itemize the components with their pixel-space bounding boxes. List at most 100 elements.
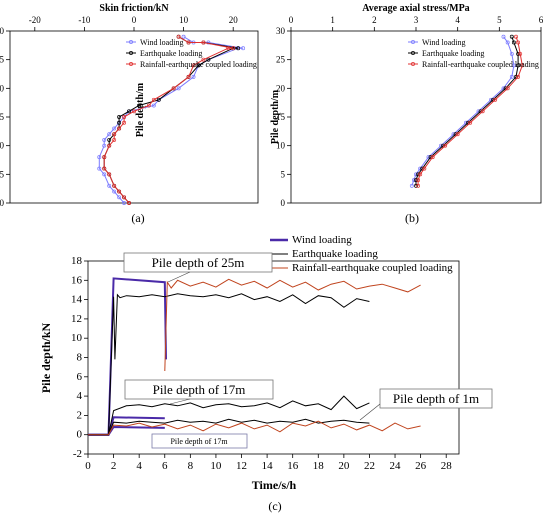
annotation-17m: Pile depth of 17m bbox=[124, 379, 274, 405]
annotation-17m-text: Pile depth of 17m bbox=[153, 382, 246, 397]
series-line-c-wind-loading-25m bbox=[88, 277, 167, 436]
panel-a-frame bbox=[9, 30, 259, 204]
data-point-a bbox=[107, 143, 112, 148]
panel-c-xtick-label: 24 bbox=[390, 460, 402, 472]
data-point-a bbox=[186, 74, 191, 79]
panel-b-ytick-label: 30 bbox=[276, 26, 286, 36]
panel-b-xtick-label: 4 bbox=[455, 15, 460, 25]
data-point-b bbox=[516, 74, 521, 79]
annotation-17m-box bbox=[124, 379, 274, 400]
legend-marker bbox=[129, 40, 133, 44]
data-point-a bbox=[102, 155, 107, 160]
data-point-a bbox=[201, 57, 206, 62]
series-line-c-earthquake-loading-17m bbox=[88, 395, 370, 436]
panel-a-xtick-label: -10 bbox=[78, 15, 90, 25]
data-point-b bbox=[505, 40, 510, 45]
panel-b-ytick-label: 0 bbox=[281, 198, 286, 208]
series-line-b-wind-loading bbox=[411, 36, 515, 186]
panel-c-frame bbox=[87, 260, 460, 455]
data-point-a bbox=[117, 189, 122, 194]
panel-b-xlabel: Average axial stress/MPa bbox=[362, 3, 469, 14]
data-point-a bbox=[102, 166, 107, 171]
legend-marker bbox=[411, 51, 415, 55]
annotation-25m: Pile depth of 25m bbox=[123, 252, 273, 283]
panel-c-xtick-label: 16 bbox=[287, 460, 299, 472]
legend-entry: Wind loading bbox=[292, 234, 352, 246]
panel-b-ytick-label: 10 bbox=[276, 141, 286, 151]
data-point-a bbox=[146, 103, 151, 108]
data-point-b bbox=[514, 34, 518, 39]
panel-a-xtick-label: 10 bbox=[179, 15, 189, 25]
panel-c-xtick-label: 4 bbox=[136, 460, 142, 472]
panel-a-ytick-label: 15 bbox=[0, 112, 5, 122]
data-point-a bbox=[231, 46, 236, 51]
annotation-1m: Pile depth of 1m bbox=[359, 388, 493, 421]
legend-entry: Rainfall-earthquake coupled loading bbox=[292, 262, 453, 274]
data-point-a bbox=[137, 103, 141, 108]
panel-a-xtick-label: 20 bbox=[229, 15, 239, 25]
data-point-b bbox=[430, 155, 435, 160]
series-line-b-rainfall-earthquake-coupled-loading bbox=[417, 36, 523, 186]
data-point-a bbox=[107, 183, 112, 188]
data-point-a bbox=[127, 109, 131, 114]
data-point-b bbox=[505, 86, 510, 91]
panel-a-xtick-label: -20 bbox=[29, 15, 41, 25]
data-point-b bbox=[480, 109, 485, 114]
panel-b-chart: Average axial stress/MPa Pile depth/m 0 1… bbox=[270, 3, 544, 225]
panel-b-ytick-label: 25 bbox=[276, 55, 286, 65]
data-point-a bbox=[171, 86, 176, 91]
annotation-1m-text: Pile depth of 1m bbox=[393, 391, 479, 406]
panel-a-xlabel: Skin friction/kN bbox=[99, 3, 169, 14]
panel-c-xtick-label: 20 bbox=[338, 460, 350, 472]
legend-marker bbox=[129, 51, 133, 55]
panel-a-ylabel: Pile depth/m bbox=[135, 82, 146, 137]
data-point-a bbox=[117, 195, 122, 200]
data-point-b bbox=[468, 120, 473, 125]
panel-c-ytick-label: 12 bbox=[71, 313, 82, 325]
data-point-a bbox=[191, 63, 196, 68]
panel-c-ytick-label: 6 bbox=[77, 371, 83, 383]
data-point-b bbox=[509, 34, 514, 39]
data-point-a bbox=[122, 115, 127, 119]
data-point-b bbox=[509, 51, 514, 56]
series-line-b-earthquake-loading bbox=[415, 36, 519, 186]
panel-a-ytick-label: 0 bbox=[0, 198, 5, 208]
panel-c-xtick-label: 26 bbox=[415, 460, 427, 472]
data-point-a bbox=[107, 172, 112, 177]
data-point-b bbox=[416, 178, 421, 183]
data-point-a bbox=[226, 46, 231, 51]
panel-b-xtick-label: 0 bbox=[289, 15, 294, 25]
legend-entry: Rainfall-earthquake coupled loading bbox=[140, 60, 257, 69]
panel-c-xtick-label: 12 bbox=[236, 460, 247, 472]
series-line-c-rainfall-earthquake-coupled-loading-25m bbox=[164, 278, 421, 372]
data-point-a bbox=[102, 172, 107, 177]
panel-c-xtick-label: 10 bbox=[210, 460, 222, 472]
panel-a-ytick-label: 25 bbox=[0, 55, 5, 65]
panel-c-ytick-label: 0 bbox=[77, 429, 83, 441]
legend-marker bbox=[129, 62, 133, 66]
data-point-a bbox=[151, 97, 156, 102]
panel-c-xtick-label: 14 bbox=[262, 460, 274, 472]
data-point-b bbox=[518, 51, 523, 56]
data-point-b bbox=[443, 143, 448, 148]
data-point-b bbox=[455, 132, 460, 137]
data-point-b bbox=[520, 63, 525, 68]
data-point-a bbox=[196, 63, 201, 68]
series-line-c-wind-loading-1m bbox=[88, 425, 165, 436]
data-point-a bbox=[186, 40, 191, 45]
legend-entry: Earthquake loading bbox=[292, 248, 378, 260]
panel-b-xtick-label: 3 bbox=[414, 15, 419, 25]
series-line-c-rainfall-earthquake-coupled-loading-1m bbox=[88, 420, 421, 436]
panel-c-xtick-label: 18 bbox=[313, 460, 325, 472]
legend-entry: Rainfall-earthquake coupled loading bbox=[422, 60, 539, 69]
data-point-a bbox=[201, 40, 206, 45]
annotation-25m-text: Pile depth of 25m bbox=[152, 255, 245, 270]
series-line-c-earthquake-loading-25m bbox=[88, 293, 370, 436]
data-point-a bbox=[107, 137, 112, 142]
annotation-17m-small-box bbox=[151, 433, 248, 449]
panel-c-ytick-label: 4 bbox=[77, 390, 83, 402]
panel-c-xtick-label: 0 bbox=[85, 460, 91, 472]
annotation-17m-small-text: Pile depth of 17m bbox=[170, 437, 228, 446]
legend-marker bbox=[411, 62, 415, 66]
